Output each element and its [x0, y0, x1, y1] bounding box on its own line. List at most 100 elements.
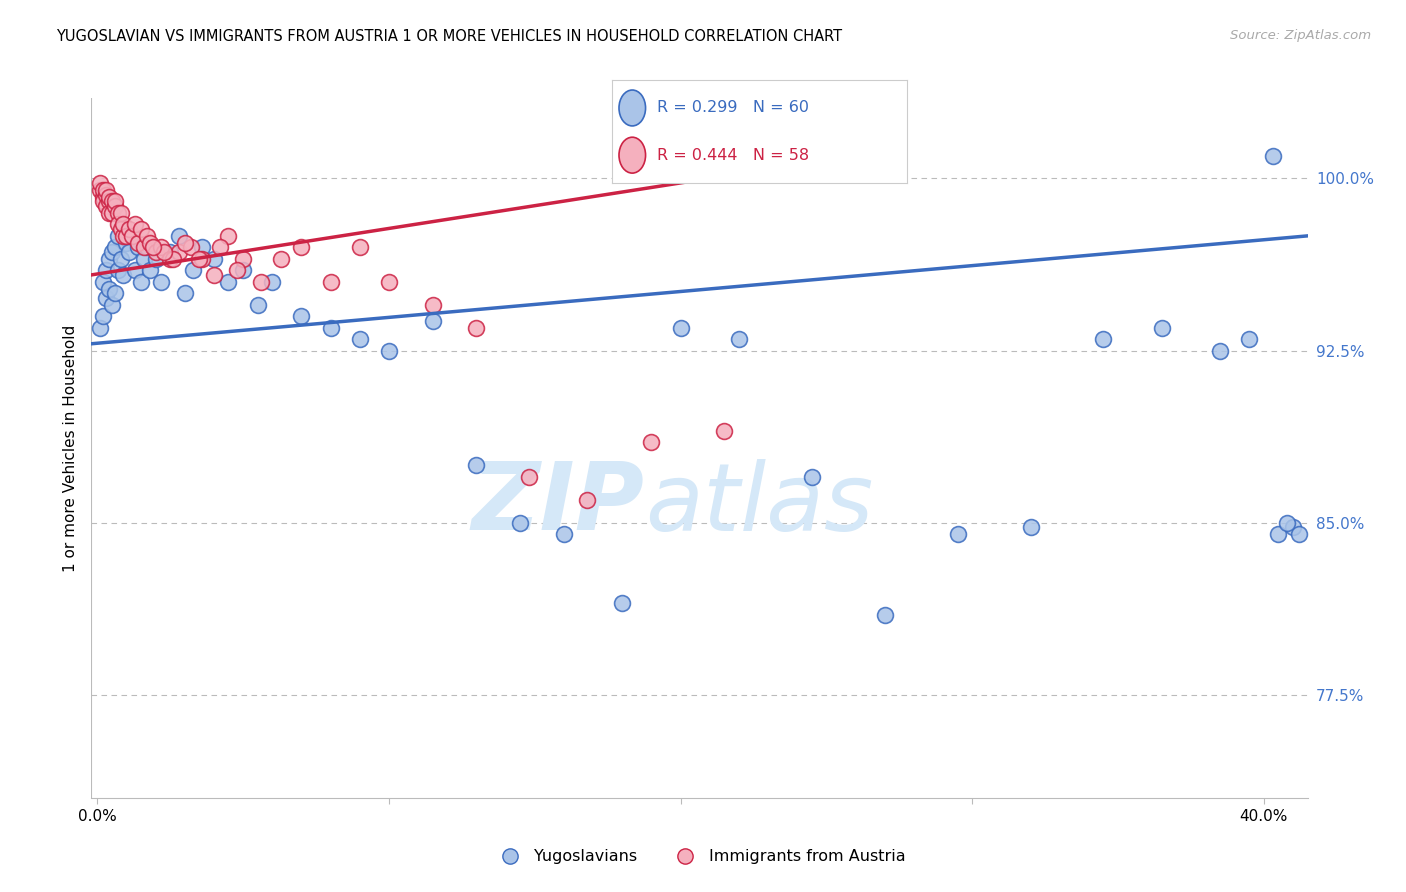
Point: [121, 228, 143, 243]
Point: [191, 240, 214, 254]
Text: atlas: atlas: [645, 458, 873, 549]
Point: [118, 244, 141, 259]
Point: [127, 235, 149, 250]
Point: [129, 222, 152, 236]
Point: [319, 320, 342, 334]
Point: [180, 240, 202, 254]
Point: [91, 310, 114, 324]
Point: [349, 240, 371, 254]
Point: [132, 252, 155, 266]
Point: [101, 206, 124, 220]
Point: [202, 268, 225, 282]
Point: [142, 240, 165, 254]
Text: ZIP: ZIP: [472, 458, 645, 550]
Point: [97, 252, 120, 266]
Point: [129, 275, 152, 289]
Point: [319, 275, 342, 289]
Point: [873, 607, 896, 622]
Point: [517, 470, 540, 484]
Point: [262, 275, 284, 289]
Point: [153, 244, 176, 259]
Point: [1275, 516, 1298, 530]
Point: [232, 263, 254, 277]
Point: [713, 424, 735, 438]
Point: [290, 310, 312, 324]
Point: [107, 228, 129, 243]
Point: [94, 187, 117, 202]
Point: [101, 244, 124, 259]
Point: [104, 194, 127, 209]
Ellipse shape: [619, 90, 645, 126]
Point: [89, 320, 111, 334]
Point: [290, 240, 312, 254]
Point: [422, 314, 444, 328]
Point: [115, 235, 138, 250]
Ellipse shape: [619, 137, 645, 173]
Point: [249, 275, 271, 289]
Point: [91, 275, 114, 289]
Point: [465, 458, 488, 473]
Point: [91, 183, 114, 197]
Point: [101, 194, 124, 209]
Point: [135, 240, 157, 254]
Point: [1150, 320, 1173, 334]
Point: [1288, 527, 1310, 541]
Point: [1282, 520, 1305, 534]
Point: [173, 235, 195, 250]
Point: [183, 263, 205, 277]
Point: [89, 176, 111, 190]
Point: [132, 240, 155, 254]
Point: [94, 199, 117, 213]
Point: [94, 183, 117, 197]
Point: [118, 222, 141, 236]
Point: [669, 320, 692, 334]
Point: [1092, 332, 1115, 346]
Point: [145, 244, 167, 259]
Point: [202, 252, 225, 266]
Point: [112, 268, 135, 282]
Point: [576, 492, 599, 507]
Point: [89, 183, 111, 197]
Point: [135, 228, 157, 243]
Point: [167, 228, 190, 243]
Point: [110, 252, 132, 266]
Point: [162, 252, 184, 266]
Point: [107, 263, 129, 277]
Point: [1209, 343, 1232, 358]
Point: [97, 194, 120, 209]
Point: [422, 298, 444, 312]
Point: [159, 244, 181, 259]
Point: [91, 190, 114, 204]
Point: [104, 286, 127, 301]
Point: [150, 240, 173, 254]
Text: YUGOSLAVIAN VS IMMIGRANTS FROM AUSTRIA 1 OR MORE VEHICLES IN HOUSEHOLD CORRELATI: YUGOSLAVIAN VS IMMIGRANTS FROM AUSTRIA 1…: [56, 29, 842, 44]
Point: [115, 228, 138, 243]
Point: [138, 235, 160, 250]
Point: [173, 286, 195, 301]
Point: [124, 218, 146, 232]
Point: [97, 206, 120, 220]
Point: [112, 228, 135, 243]
Point: [1019, 520, 1042, 534]
Point: [226, 263, 249, 277]
Point: [378, 343, 401, 358]
Point: [91, 194, 114, 209]
Point: [97, 190, 120, 204]
Point: [150, 275, 173, 289]
Point: [640, 435, 662, 450]
Point: [145, 252, 167, 266]
Point: [270, 252, 292, 266]
Point: [124, 263, 146, 277]
Point: [138, 263, 160, 277]
Point: [167, 244, 190, 259]
Point: [101, 298, 124, 312]
Point: [107, 218, 129, 232]
Point: [1267, 527, 1289, 541]
Legend: Yugoslavians, Immigrants from Austria: Yugoslavians, Immigrants from Austria: [488, 843, 911, 871]
Point: [349, 332, 371, 346]
Text: Source: ZipAtlas.com: Source: ZipAtlas.com: [1230, 29, 1371, 42]
Point: [188, 252, 211, 266]
Point: [94, 263, 117, 277]
Point: [378, 275, 401, 289]
Point: [121, 228, 143, 243]
